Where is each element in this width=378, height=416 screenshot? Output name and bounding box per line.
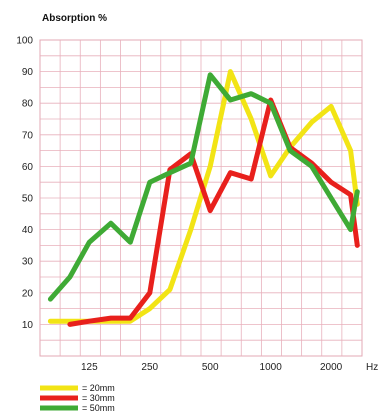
y-tick-label: 30 <box>22 257 34 268</box>
series-line-2 <box>67 97 360 327</box>
x-tick-label: 1000 <box>260 362 283 373</box>
y-tick-label: 60 <box>22 162 34 173</box>
y-tick-label: 70 <box>22 130 34 141</box>
y-tick-label: 50 <box>22 194 34 205</box>
legend-label-2: = 30mm <box>82 393 115 403</box>
y-tick-label: 80 <box>22 99 34 110</box>
grid <box>39 39 363 357</box>
axis-labels: 10 20 30 40 50 60 70 80 90 100 125 250 500 1000 2000 <box>16 36 342 374</box>
x-tick-label: 125 <box>81 362 98 373</box>
y-tick-label: 100 <box>16 36 33 47</box>
legend-label-1: = 20mm <box>82 383 115 393</box>
y-tick-label: 90 <box>22 67 34 78</box>
y-tick-label: 20 <box>22 288 34 299</box>
y-tick-label: 10 <box>22 320 34 331</box>
x-axis-unit: Hz <box>366 362 378 373</box>
legend-label-3: = 50mm <box>82 403 115 413</box>
x-tick-label: 250 <box>141 362 158 373</box>
legend: = 20mm= 30mm= 50mm <box>40 383 115 413</box>
y-tick-label: 40 <box>22 225 34 236</box>
series-lines <box>47 69 360 327</box>
x-tick-label: 2000 <box>320 362 343 373</box>
x-tick-label: 500 <box>202 362 219 373</box>
series-line-3 <box>47 72 360 302</box>
chart-title: Absorption % <box>42 13 107 24</box>
